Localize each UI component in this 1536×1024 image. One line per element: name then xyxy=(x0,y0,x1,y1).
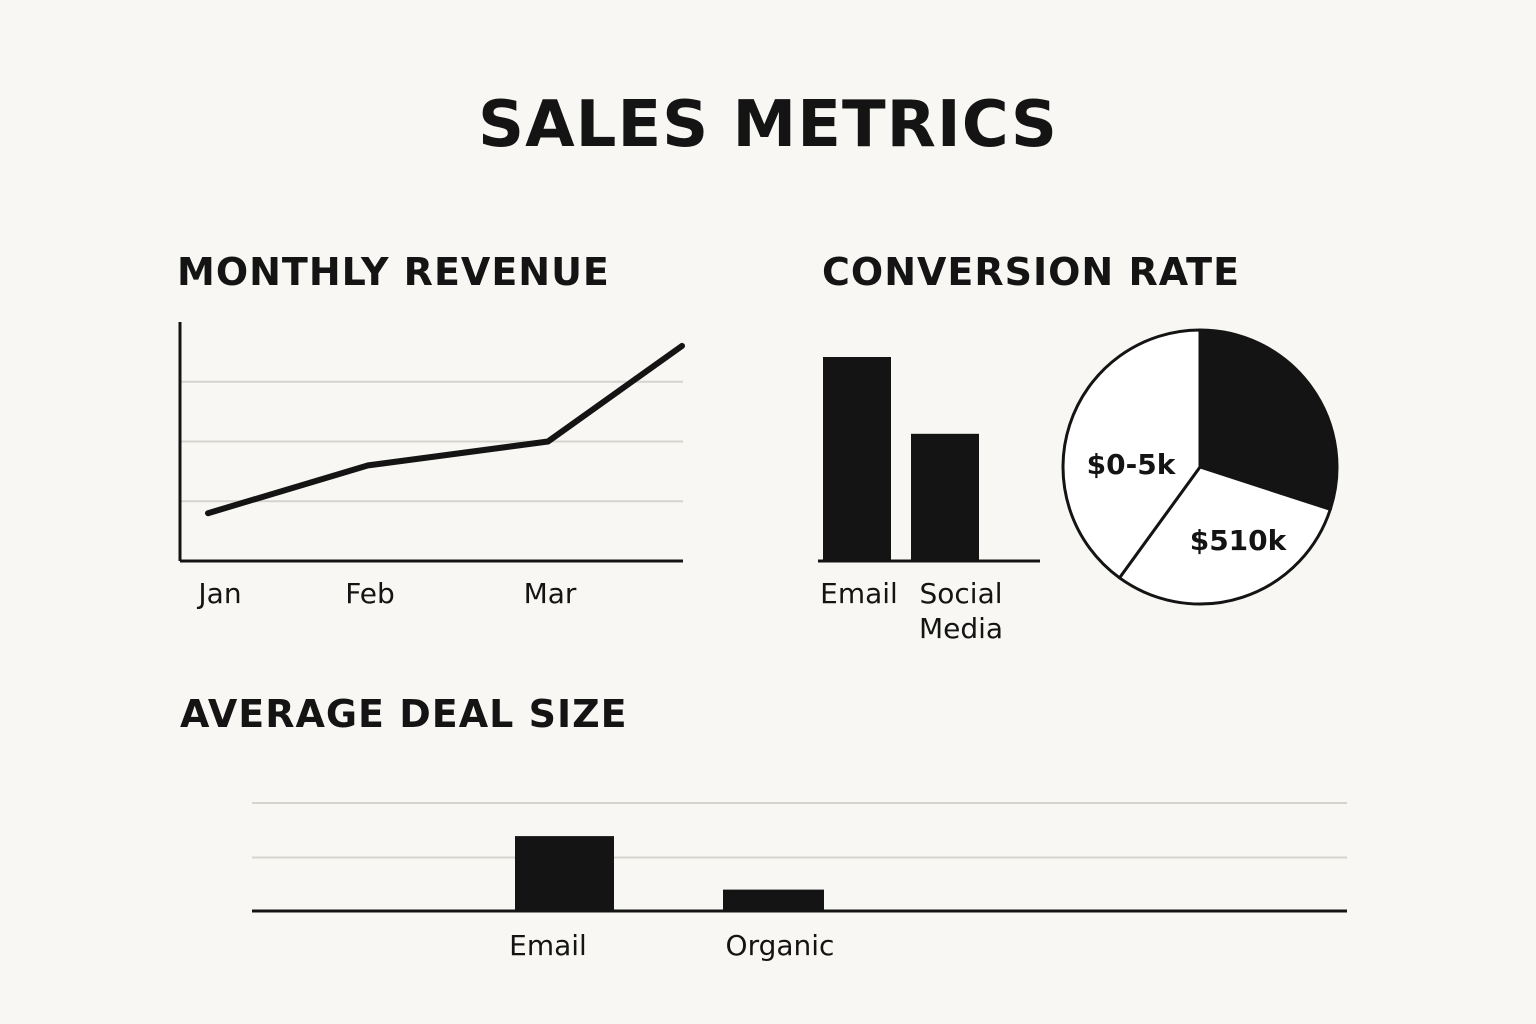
average-deal-size-title: AVERAGE DEAL SIZE xyxy=(180,692,628,736)
conversion-bar xyxy=(911,433,979,561)
revenue-line xyxy=(205,342,685,517)
pie-slice-label: $510k xyxy=(1190,524,1288,557)
pie-slice xyxy=(1117,465,1332,606)
deal-bar xyxy=(723,889,824,911)
conversion-bar xyxy=(823,357,891,561)
deal-tick-label: Email xyxy=(509,929,587,962)
deal-tick-label: Organic xyxy=(726,929,835,962)
conversion-tick-label: Email xyxy=(820,577,898,610)
revenue-tick-label: Mar xyxy=(524,577,577,610)
conversion-rate-title: CONVERSION RATE xyxy=(822,250,1241,294)
page-title: SALES METRICS xyxy=(478,88,1058,162)
pie-slice xyxy=(1198,328,1339,511)
revenue-tick-label: Jan xyxy=(196,577,241,610)
pie-slice-label: $0-5k xyxy=(1087,448,1177,481)
deal-bar xyxy=(515,836,614,911)
revenue-tick-label: Feb xyxy=(345,577,395,610)
conversion-tick-label: Social xyxy=(919,577,1002,610)
conversion-tick-label: Media xyxy=(919,612,1003,645)
pie-slice xyxy=(1061,328,1202,580)
monthly-revenue-title: MONTHLY REVENUE xyxy=(177,250,610,294)
